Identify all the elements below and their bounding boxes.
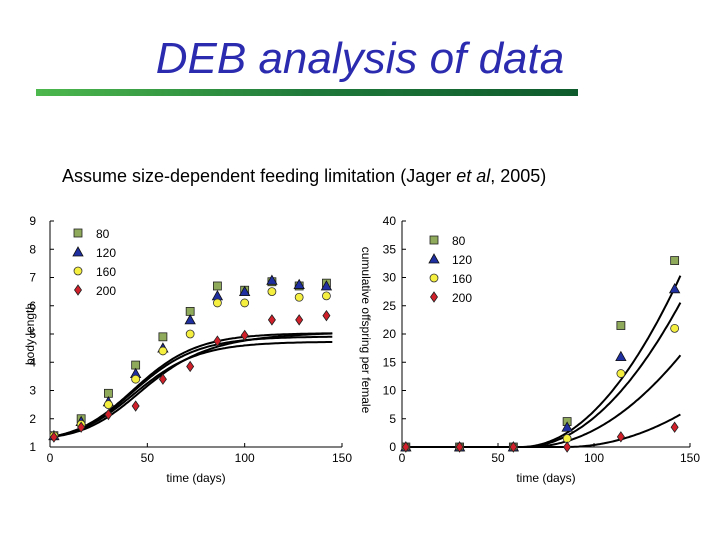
growth-x-axis-label: time (days) — [166, 471, 225, 485]
repro-y-tick-label: 35 — [383, 242, 397, 256]
growth-fit-curve-200 — [49, 332, 333, 439]
growth-point-200 — [77, 421, 86, 433]
repro-legend-label-200: 200 — [452, 291, 472, 305]
growth-point-120 — [238, 285, 251, 297]
repro-point-160 — [616, 369, 626, 378]
repro-legend-marker-80 — [429, 235, 439, 245]
repro-point-120 — [561, 421, 573, 432]
growth-y-tick-label: 7 — [29, 271, 36, 285]
repro-y-tick-label: 0 — [389, 440, 396, 454]
growth-y-axis-label: body length — [23, 303, 37, 365]
repro-fit-curve-120 — [402, 302, 682, 448]
growth-point-200 — [322, 309, 331, 322]
repro-fit-curve-80 — [402, 275, 682, 448]
repro-fit-curve-200 — [402, 413, 681, 448]
growth-x-tick-label: 50 — [141, 451, 155, 465]
growth-x-tick-label: 100 — [235, 451, 255, 465]
growth-legend-label-200: 200 — [96, 284, 116, 298]
growth-point-160 — [131, 374, 141, 384]
repro-point-200 — [616, 431, 625, 443]
repro-y-tick-label: 30 — [383, 271, 397, 285]
repro-point-200 — [509, 441, 518, 453]
growth-legend-marker-80 — [73, 228, 83, 238]
growth-legend-marker-200 — [74, 284, 82, 296]
repro-x-tick-label: 150 — [680, 451, 700, 465]
repro-y-tick-label: 10 — [383, 384, 397, 398]
growth-legend-label-160: 160 — [96, 265, 116, 279]
repro-legend-label-120: 120 — [452, 253, 472, 267]
repro-legend-marker-200 — [430, 291, 438, 303]
growth-y-tick-label: 4 — [29, 355, 36, 369]
repro-y-tick-label: 5 — [389, 412, 396, 426]
repro-y-axis-label: cumulative offspring per female — [359, 247, 373, 414]
growth-y-tick-label: 5 — [29, 327, 36, 341]
growth-point-160 — [240, 298, 250, 308]
repro-x-tick-label: 100 — [584, 451, 604, 465]
subtitle-text-end: , 2005) — [490, 166, 547, 186]
growth-y-tick-label: 8 — [29, 242, 36, 256]
repro-point-160 — [670, 323, 680, 333]
repro-x-tick-label: 50 — [491, 451, 505, 465]
growth-point-200 — [186, 360, 195, 373]
growth-legend-marker-120 — [72, 246, 84, 257]
repro-legend-marker-120 — [428, 253, 440, 264]
growth-legend-label-120: 120 — [96, 246, 116, 260]
growth-point-80 — [158, 332, 168, 342]
growth-y-tick-label: 2 — [29, 412, 36, 426]
slide-subtitle: Assume size-dependent feeding limitation… — [62, 166, 546, 187]
growth-legend-marker-160 — [73, 266, 83, 276]
growth-point-160 — [185, 329, 195, 339]
growth-x-tick-label: 0 — [47, 451, 54, 465]
repro-legend-label-160: 160 — [452, 272, 472, 286]
growth-point-160 — [213, 298, 222, 308]
repro-x-axis-label: time (days) — [516, 471, 575, 485]
growth-y-tick-label: 9 — [29, 214, 36, 228]
repro-y-tick-label: 15 — [383, 355, 397, 369]
growth-point-160 — [322, 291, 331, 301]
repro-point-80 — [616, 321, 626, 330]
growth-point-200 — [131, 400, 140, 412]
growth-point-120 — [184, 314, 196, 325]
growth-point-200 — [158, 373, 167, 385]
repro-y-tick-label: 40 — [383, 214, 397, 228]
growth-point-120 — [266, 274, 278, 285]
growth-point-160 — [104, 400, 113, 410]
growth-point-200 — [49, 431, 58, 443]
growth-point-160 — [158, 346, 168, 356]
repro-legend-marker-160 — [429, 273, 439, 283]
subtitle-text: Assume size-dependent feeding limitation… — [62, 166, 457, 186]
slide-title: DEB analysis of data — [155, 34, 565, 83]
growth-y-tick-label: 6 — [29, 299, 36, 313]
repro-point-120 — [668, 282, 681, 294]
growth-point-120 — [320, 280, 333, 291]
growth-point-80 — [213, 281, 222, 291]
repro-point-200 — [401, 441, 410, 453]
repro-legend-label-80: 80 — [452, 234, 466, 248]
growth-point-200 — [295, 314, 304, 326]
repro-y-tick-label: 25 — [383, 299, 397, 313]
growth-point-120 — [293, 278, 305, 289]
growth-y-tick-label: 1 — [29, 440, 36, 454]
growth-point-200 — [267, 314, 276, 326]
growth-point-160 — [267, 287, 277, 297]
subtitle-emphasis: et al — [456, 166, 491, 186]
repro-point-80 — [670, 256, 680, 265]
repro-point-200 — [563, 441, 572, 453]
repro-point-120 — [615, 350, 627, 362]
repro-x-tick-label: 0 — [399, 451, 406, 465]
growth-point-160 — [294, 292, 304, 302]
growth-point-200 — [240, 329, 249, 342]
growth-y-tick-label: 3 — [29, 384, 36, 398]
repro-point-200 — [455, 441, 464, 453]
growth-legend-label-80: 80 — [96, 227, 110, 241]
growth-point-120 — [211, 290, 224, 301]
title-underline — [36, 89, 578, 96]
repro-point-200 — [670, 421, 679, 433]
growth-x-tick-label: 150 — [332, 451, 352, 465]
growth-point-200 — [213, 335, 222, 347]
repro-y-tick-label: 20 — [383, 327, 397, 341]
growth-point-200 — [104, 408, 113, 421]
growth-fit-curve-120 — [49, 335, 333, 439]
